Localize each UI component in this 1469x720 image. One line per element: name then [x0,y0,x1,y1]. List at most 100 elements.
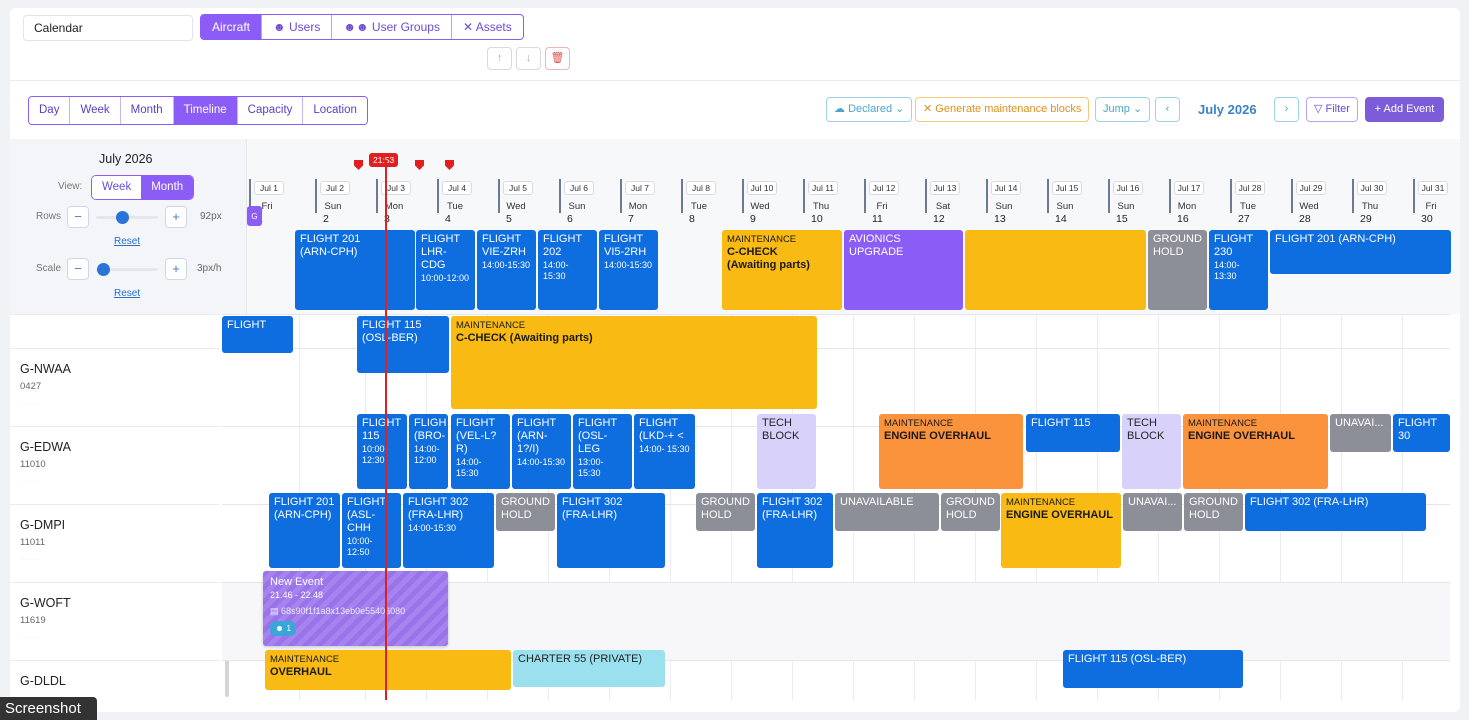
aircraft-row-label[interactable] [10,314,220,348]
tab-capacity[interactable]: Capacity [236,97,303,124]
day-date-pill[interactable]: Jul 30 [1357,181,1387,195]
event-block[interactable]: MAINTENANCE ENGINE OVERHAUL [879,414,1023,489]
event-block[interactable]: FLIGHT 302 (FRA-LHR) 14:00-15:30 [403,493,494,568]
timeline-marker[interactable] [354,160,363,170]
tab-location[interactable]: Location [302,97,367,124]
new-event-block[interactable]: New Event 21.46 - 22.48 ▤ 68s90f1f1a8x13eb… [263,571,448,646]
tab-day[interactable]: Day [29,97,70,124]
day-column-header[interactable]: Jul 8 Tue [681,179,742,225]
event-block[interactable]: FLIGHT 201 (ARN-CPH) [1270,230,1451,274]
grid-row[interactable] [222,660,1450,700]
day-column-header[interactable]: Jul 6 Sun [559,179,620,225]
event-block[interactable]: FLIGHT 201 (ARN-CPH) [269,493,340,568]
day-column-header[interactable]: Jul 30 Thu [1352,179,1413,225]
day-date-pill[interactable]: Jul 7 [625,181,655,195]
day-date-pill[interactable]: Jul 12 [869,181,899,195]
event-block[interactable]: UNAVAI... [1330,414,1391,452]
event-block[interactable]: UNAVAILABLE [835,493,939,531]
aircraft-row-label[interactable]: G-EDWA 11010 ········ [10,426,220,504]
tab-users[interactable]: ☻ Users [261,15,331,39]
day-column-header[interactable]: Jul 1 Fri [249,179,310,225]
scale-increase-button[interactable]: + [165,258,187,280]
event-block[interactable]: FLIGHT 302 (FRA-LHR) [1245,493,1426,531]
day-date-pill[interactable]: Jul 15 [1052,181,1082,195]
day-date-pill[interactable]: Jul 13 [930,181,960,195]
day-date-pill[interactable]: Jul 17 [1174,181,1204,195]
event-block[interactable]: FLIGHT (ASL-CHH 10:00- 12:50 [342,493,401,568]
grid-row[interactable] [222,314,1450,348]
event-block[interactable]: FLIGHT 115 (OSL-BER) [1063,650,1243,688]
scale-slider-track[interactable] [96,268,158,271]
day-column-header[interactable]: Jul 28 Tue [1230,179,1291,225]
event-block[interactable]: FLIGHT VI5-2RH 14:00-15:30 [599,230,658,310]
event-block[interactable]: TECH BLOCK [757,414,816,489]
timeline-marker[interactable] [445,160,454,170]
event-block[interactable]: FLIGHT VIE-ZRH 14:00-15:30 [477,230,536,310]
event-block[interactable]: MAINTENANCE C-CHECK (Awaiting parts) [451,316,817,409]
rows-slider-handle[interactable] [116,211,129,224]
move-up-button[interactable]: ↑ [487,47,512,70]
day-column-header[interactable]: Jul 7 Mon [620,179,681,225]
grid-row[interactable] [222,426,1450,504]
jump-dropdown[interactable]: Jump ⌄ [1095,97,1151,122]
scale-slider-handle[interactable] [97,263,110,276]
day-date-pill[interactable]: Jul 3 [381,181,411,195]
event-block[interactable]: MAINTENANCE C-CHECK (Awaiting parts) [722,230,842,310]
event-block[interactable]: FLIGHT (OSL-LEG 13:00- 15:30 [573,414,632,489]
tab-aircraft[interactable]: Aircraft [201,15,262,39]
day-date-pill[interactable]: Jul 31 [1418,181,1448,195]
event-block[interactable]: FLIGHT (LKD-+ < 14:00- 15:30 [634,414,695,489]
day-column-header[interactable]: Jul 10 Wed [742,179,803,225]
rows-decrease-button[interactable]: − [67,206,89,228]
event-stub[interactable]: G [247,206,262,226]
day-column-header[interactable]: Jul 29 Wed [1291,179,1352,225]
move-down-button[interactable]: ↓ [516,47,541,70]
sidebar-view-week[interactable]: Week [92,176,142,199]
generate-maintenance-button[interactable]: ✕ Generate maintenance blocks [915,97,1090,122]
day-date-pill[interactable]: Jul 2 [320,181,350,195]
next-month-button[interactable]: › [1274,97,1299,122]
day-column-header[interactable]: Jul 16 Sun [1108,179,1169,225]
day-date-pill[interactable]: Jul 4 [442,181,472,195]
day-date-pill[interactable]: Jul 8 [686,181,716,195]
event-block[interactable]: FLIGHT LHR-CDG 10:00-12:00 [416,230,475,310]
event-block[interactable]: GROUND HOLD [1148,230,1207,310]
day-date-pill[interactable]: Jul 16 [1113,181,1143,195]
day-column-header[interactable]: Jul 3 Mon [376,179,437,225]
day-column-header[interactable]: Jul 17 Mon [1169,179,1230,225]
tab-user-groups[interactable]: ☻☻ User Groups [331,15,451,39]
event-block[interactable]: AVIONICS UPGRADE [844,230,963,310]
day-column-header[interactable]: Jul 12 Fri [864,179,925,225]
event-block[interactable]: FLIGHT 302 (FRA-LHR) [557,493,665,568]
day-date-pill[interactable]: Jul 5 [503,181,533,195]
event-block[interactable]: TECH BLOCK [1122,414,1181,489]
aircraft-row-label[interactable]: G-DMPI 11011 ········ [10,504,220,582]
day-date-pill[interactable]: Jul 14 [991,181,1021,195]
event-block[interactable]: MAINTENANCE ENGINE OVERHAUL [1001,493,1121,568]
event-block[interactable]: FLIGHT (VEL-L?R) 14:00- 15:30 [451,414,510,489]
day-column-header[interactable]: Jul 4 Tue [437,179,498,225]
event-block[interactable]: GROUND HOLD [696,493,755,531]
prev-month-button[interactable]: ‹ [1155,97,1180,122]
rows-increase-button[interactable]: + [165,206,187,228]
scale-decrease-button[interactable]: − [67,258,89,280]
event-block[interactable]: MAINTENANCE OVERHAUL [265,650,511,690]
day-column-header[interactable]: Jul 5 Wed [498,179,559,225]
filter-button[interactable]: ▽ Filter [1306,97,1358,122]
day-date-pill[interactable]: Jul 10 [747,181,777,195]
sidebar-view-month[interactable]: Month [141,176,194,199]
aircraft-row-label[interactable]: G-WOFT 11619 ········ [10,582,220,660]
day-column-header[interactable]: Jul 2 Sun [315,179,376,225]
day-date-pill[interactable]: Jul 11 [808,181,838,195]
day-date-pill[interactable]: Jul 6 [564,181,594,195]
event-block[interactable]: UNAVAI... [1123,493,1182,531]
event-block[interactable]: FLIGHT 230 14:00- 13:30 [1209,230,1268,310]
day-column-header[interactable]: Jul 31 Fri [1413,179,1460,225]
event-block[interactable]: GROUND HOLD [1184,493,1243,531]
day-column-header[interactable]: Jul 11 Thu [803,179,864,225]
day-column-header[interactable]: Jul 14 Sun [986,179,1047,225]
day-date-pill[interactable]: Jul 28 [1235,181,1265,195]
sidebar-scrollbar[interactable] [225,653,229,697]
event-block[interactable] [965,230,1146,310]
calendar-name-field[interactable]: Calendar [23,15,193,41]
